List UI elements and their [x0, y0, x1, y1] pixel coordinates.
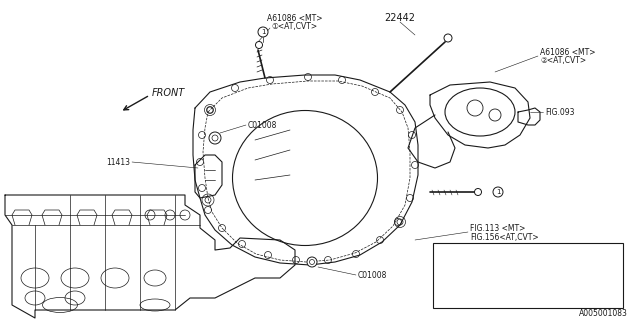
Text: A61086 <MT>: A61086 <MT>: [268, 13, 323, 22]
Text: A005001083: A005001083: [579, 309, 628, 318]
Text: FIG.093: FIG.093: [545, 108, 575, 116]
Text: C01008: C01008: [248, 121, 277, 130]
Text: 2: 2: [442, 287, 446, 296]
Text: 11413: 11413: [106, 157, 130, 166]
Circle shape: [438, 254, 449, 265]
Circle shape: [438, 286, 449, 297]
Text: 1: 1: [442, 255, 446, 264]
Circle shape: [258, 27, 268, 37]
Circle shape: [307, 257, 317, 267]
Text: 1: 1: [260, 29, 265, 35]
Text: C01008: C01008: [358, 270, 387, 279]
Text: A61086 <MT>: A61086 <MT>: [540, 47, 595, 57]
Text: A61088（-'13MY1302）: A61088（-'13MY1302）: [459, 279, 543, 288]
Text: ②<AT,CVT>: ②<AT,CVT>: [540, 55, 586, 65]
Text: J2100  （'13MY1302-）: J2100 （'13MY1302-）: [459, 263, 540, 272]
Text: 1: 1: [496, 189, 500, 195]
Text: FIG.113 <MT>: FIG.113 <MT>: [470, 223, 525, 233]
Circle shape: [444, 34, 452, 42]
Text: A61099（'13MY1302-）: A61099（'13MY1302-）: [459, 295, 543, 304]
Circle shape: [255, 42, 262, 49]
Circle shape: [474, 188, 481, 196]
Text: FRONT: FRONT: [152, 88, 185, 98]
Text: A61085（-'13MY1302）: A61085（-'13MY1302）: [459, 247, 543, 256]
Circle shape: [493, 187, 503, 197]
Circle shape: [209, 132, 221, 144]
Bar: [433, 243, 623, 308]
Text: 22442: 22442: [385, 13, 415, 23]
Text: ①<AT,CVT>: ①<AT,CVT>: [272, 21, 318, 30]
Text: FIG.156<AT,CVT>: FIG.156<AT,CVT>: [470, 233, 539, 242]
